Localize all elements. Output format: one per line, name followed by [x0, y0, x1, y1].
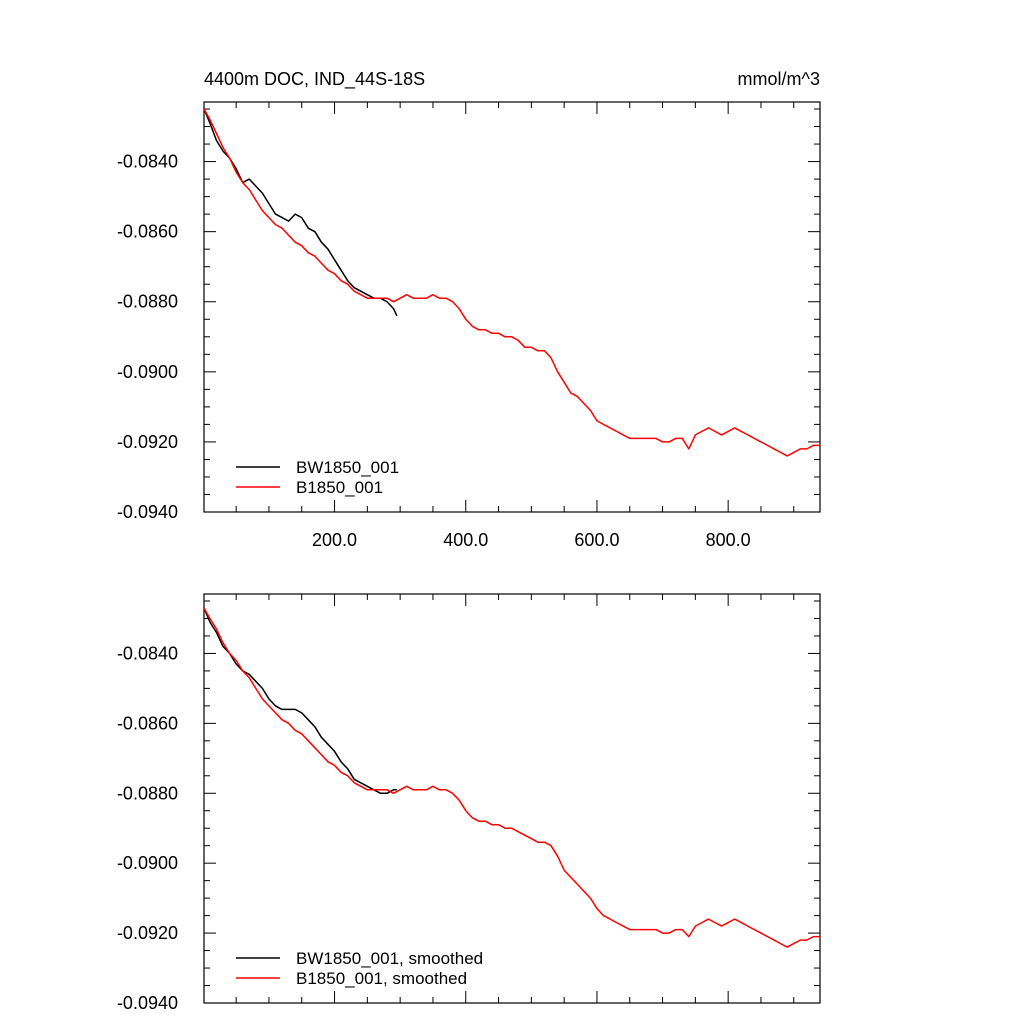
top-panel: 4400m DOC, IND_44S-18S mmol/m^3 200.0 400… [117, 69, 821, 550]
series-line-red [203, 607, 820, 948]
top-panel-plot-area [203, 108, 820, 457]
y-tick-label: -0.0880 [117, 292, 178, 312]
y-tick-label: -0.0860 [117, 222, 178, 242]
units-label: mmol/m^3 [738, 69, 820, 89]
series-line-red [203, 108, 820, 457]
x-tick-label: 200.0 [312, 530, 357, 550]
y-tick-label: -0.0920 [117, 432, 178, 452]
series-line-black [203, 607, 397, 795]
y-tick-label: -0.0940 [117, 993, 178, 1013]
y-tick-label: -0.0880 [117, 783, 178, 803]
x-tick-label: 600.0 [574, 530, 619, 550]
y-tick-label: -0.0920 [117, 923, 178, 943]
y-tick-label: -0.0900 [117, 853, 178, 873]
y-tick-label: -0.0900 [117, 362, 178, 382]
y-tick-label: -0.0840 [117, 152, 178, 172]
bottom-panel: -0.0840 -0.0860 -0.0880 -0.0900 -0.0920 -0.09… [117, 593, 821, 1013]
y-tick-label: -0.0940 [117, 502, 178, 522]
top-panel-axes: 200.0 400.0 600.0 800.0 -0.0840 -0.0860 -0.088… [117, 101, 821, 550]
plot-frame [203, 101, 821, 513]
legend-label: BW1850_001 [296, 458, 399, 477]
legend-label: BW1850_001, smoothed [296, 949, 483, 968]
legend-label: B1850_001 [296, 478, 383, 497]
x-tick-label: 400.0 [443, 530, 488, 550]
x-tick-label: 800.0 [706, 530, 751, 550]
legend-label: B1850_001, smoothed [296, 969, 467, 988]
y-tick-label: -0.0840 [117, 643, 178, 663]
bottom-panel-axes: -0.0840 -0.0860 -0.0880 -0.0900 -0.0920 -0.09… [117, 593, 821, 1013]
bottom-panel-plot-area [203, 607, 820, 948]
y-tick-label: -0.0860 [117, 713, 178, 733]
series-line-black [203, 108, 398, 317]
chart-title: 4400m DOC, IND_44S-18S [204, 69, 425, 90]
plot-frame [203, 593, 821, 1004]
